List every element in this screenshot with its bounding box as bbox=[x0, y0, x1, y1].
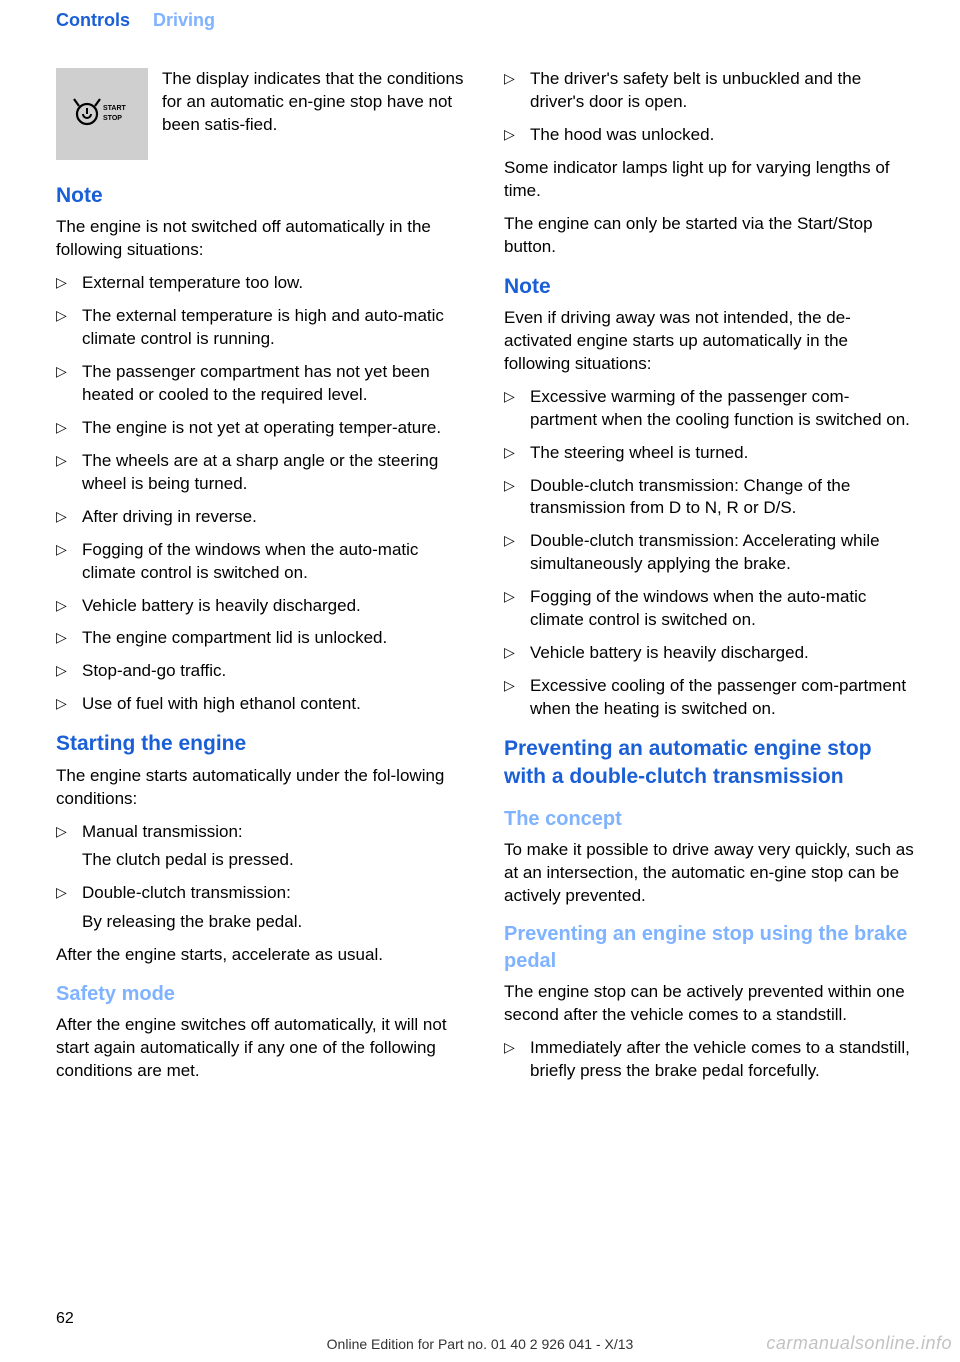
note-list-right: Excessive warming of the passenger com‐p… bbox=[504, 386, 916, 721]
display-indicator-block: START STOP The display indicates that th… bbox=[56, 68, 468, 160]
note-heading: Note bbox=[56, 182, 468, 210]
safety-mode-heading: Safety mode bbox=[56, 981, 468, 1008]
right-column: The driver's safety belt is unbuckled an… bbox=[504, 68, 916, 1093]
header-subsection: Driving bbox=[153, 10, 215, 30]
list-item: External temperature too low. bbox=[56, 272, 468, 295]
starting-engine-intro: The engine starts automatically under th… bbox=[56, 765, 468, 811]
note-heading-right: Note bbox=[504, 273, 916, 301]
note-list: External temperature too low. The extern… bbox=[56, 272, 468, 716]
page-header: Controls Driving bbox=[0, 0, 960, 42]
list-item: Vehicle battery is heavily discharged. bbox=[504, 642, 916, 665]
content-columns: START STOP The display indicates that th… bbox=[56, 68, 916, 1093]
list-item: Stop-and-go traffic. bbox=[56, 660, 468, 683]
brake-list: Immediately after the vehicle comes to a… bbox=[504, 1037, 916, 1083]
starting-engine-heading: Starting the engine bbox=[56, 730, 468, 758]
list-item: After driving in reverse. bbox=[56, 506, 468, 529]
display-indicator-text: The display indicates that the condition… bbox=[162, 68, 468, 160]
safety-mode-p2: The engine can only be started via the S… bbox=[504, 213, 916, 259]
header-section: Controls bbox=[56, 10, 130, 30]
svg-text:START: START bbox=[103, 105, 127, 112]
list-item: The passenger compartment has not yet be… bbox=[56, 361, 468, 407]
note-intro: The engine is not switched off automatic… bbox=[56, 216, 468, 262]
list-item: The external temperature is high and aut… bbox=[56, 305, 468, 351]
concept-heading: The concept bbox=[504, 806, 916, 833]
svg-text:STOP: STOP bbox=[103, 115, 122, 122]
header-inner: Controls Driving bbox=[0, 0, 960, 31]
list-item: The steering wheel is turned. bbox=[504, 442, 916, 465]
list-item: Excessive warming of the passenger com‐p… bbox=[504, 386, 916, 432]
starting-engine-list: Manual transmission: The clutch pedal is… bbox=[56, 821, 468, 935]
list-item: Double-clutch transmission: By releasing… bbox=[56, 882, 468, 934]
list-item: Immediately after the vehicle comes to a… bbox=[504, 1037, 916, 1083]
list-item: Double-clutch transmission: Accelerating… bbox=[504, 530, 916, 576]
preventing-heading: Preventing an automatic engine stop with… bbox=[504, 735, 916, 792]
concept-para: To make it possible to drive away very q… bbox=[504, 839, 916, 908]
safety-mode-p1: Some indicator lamps light up for varyin… bbox=[504, 157, 916, 203]
page: Controls Driving START STOP The display … bbox=[0, 0, 960, 1362]
safety-mode-para: After the engine switches off automatica… bbox=[56, 1014, 468, 1083]
list-item: The hood was unlocked. bbox=[504, 124, 916, 147]
list-item: The wheels are at a sharp angle or the s… bbox=[56, 450, 468, 496]
page-number: 62 bbox=[56, 1310, 74, 1328]
list-item-sub: The clutch pedal is pressed. bbox=[82, 849, 468, 872]
list-item-head: Double-clutch transmission: bbox=[82, 883, 291, 902]
list-item-sub: By releasing the brake pedal. bbox=[82, 911, 468, 934]
starting-engine-after: After the engine starts, accelerate as u… bbox=[56, 944, 468, 967]
list-item: The driver's safety belt is unbuckled an… bbox=[504, 68, 916, 114]
list-item: Fogging of the windows when the auto‐mat… bbox=[504, 586, 916, 632]
list-item: Manual transmission: The clutch pedal is… bbox=[56, 821, 468, 873]
list-item: Use of fuel with high ethanol content. bbox=[56, 693, 468, 716]
watermark-text: carmanualsonline.info bbox=[766, 1333, 952, 1354]
brake-heading: Preventing an engine stop using the brak… bbox=[504, 921, 916, 975]
safety-mode-list: The driver's safety belt is unbuckled an… bbox=[504, 68, 916, 147]
brake-para: The engine stop can be actively prevente… bbox=[504, 981, 916, 1027]
list-item: Double-clutch transmission: Change of th… bbox=[504, 475, 916, 521]
list-item: Fogging of the windows when the auto‐mat… bbox=[56, 539, 468, 585]
list-item: The engine compartment lid is unlocked. bbox=[56, 627, 468, 650]
list-item: Excessive cooling of the passenger com‐p… bbox=[504, 675, 916, 721]
list-item: Vehicle battery is heavily discharged. bbox=[56, 595, 468, 618]
left-column: START STOP The display indicates that th… bbox=[56, 68, 468, 1093]
list-item: The engine is not yet at operating tempe… bbox=[56, 417, 468, 440]
start-stop-icon: START STOP bbox=[56, 68, 148, 160]
page-footer: 62 Online Edition for Part no. 01 40 2 9… bbox=[0, 1314, 960, 1362]
note-intro-right: Even if driving away was not intended, t… bbox=[504, 307, 916, 376]
list-item-head: Manual transmission: bbox=[82, 822, 243, 841]
